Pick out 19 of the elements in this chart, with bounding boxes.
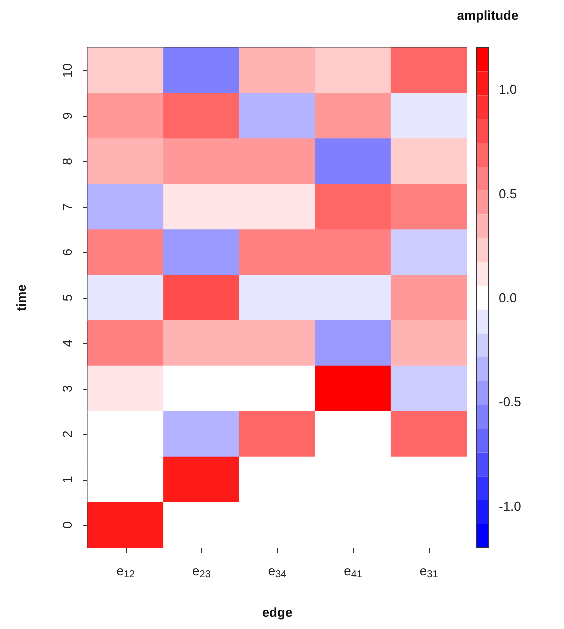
- color-bar-title: amplitude: [457, 8, 519, 23]
- x-axis-title: edge: [262, 605, 293, 620]
- y-tick-label: 5: [60, 294, 75, 302]
- y-tick-label: 3: [60, 385, 75, 393]
- color-bar-label: 0.0: [499, 290, 518, 306]
- y-tick-label: 1: [60, 476, 75, 484]
- y-tick-label: 8: [60, 158, 75, 166]
- y-axis-title: time: [14, 284, 29, 312]
- color-bar-label: 1.0: [499, 82, 518, 98]
- y-tick-label: 7: [60, 203, 75, 211]
- color-bar-label: 0.5: [499, 186, 518, 202]
- y-tick-label: 6: [60, 248, 75, 256]
- y-tick-label: 9: [60, 112, 75, 120]
- y-tick-label: 10: [60, 63, 75, 78]
- y-tick-label: 2: [60, 430, 75, 438]
- color-bar-label: -0.5: [499, 394, 522, 410]
- y-tick-label: 0: [60, 522, 75, 529]
- y-tick-label: 4: [60, 340, 75, 348]
- color-bar-label: -1.0: [499, 498, 522, 514]
